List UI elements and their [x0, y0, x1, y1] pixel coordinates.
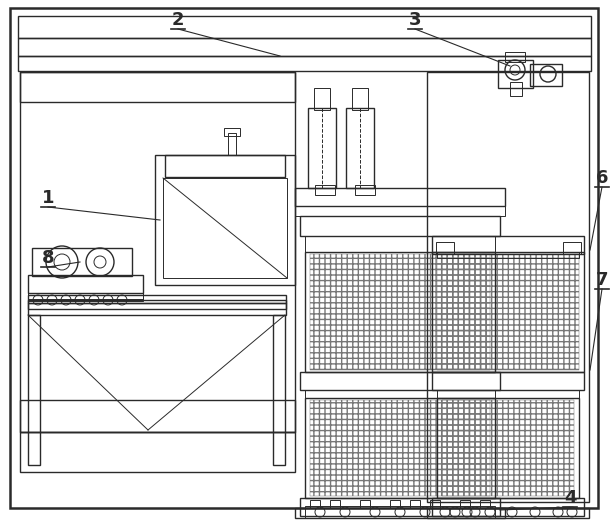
Bar [427, 508, 589, 518]
Bar [28, 275, 143, 293]
Bar [505, 52, 525, 62]
Bar [295, 206, 505, 216]
Bar [224, 128, 240, 136]
Bar [28, 300, 286, 315]
Bar [18, 56, 591, 71]
Text: 1: 1 [42, 189, 54, 207]
Bar [390, 500, 400, 508]
Bar [432, 372, 584, 390]
Bar [330, 500, 340, 508]
Bar [498, 60, 533, 88]
Text: 7: 7 [596, 271, 608, 289]
Bar [300, 372, 500, 390]
Bar [28, 295, 286, 303]
Bar [300, 216, 500, 236]
Bar [510, 82, 522, 96]
Bar [314, 88, 330, 110]
Bar [437, 252, 579, 258]
Bar [305, 236, 495, 252]
Bar [163, 178, 287, 278]
Bar [20, 72, 295, 432]
Bar [273, 315, 285, 465]
Text: 3: 3 [409, 11, 421, 29]
Bar [352, 88, 368, 110]
Bar [432, 498, 584, 516]
Bar [355, 185, 375, 195]
Bar [480, 500, 490, 508]
Bar [430, 500, 440, 508]
Bar [442, 400, 574, 496]
Bar [155, 155, 295, 285]
Bar [460, 500, 470, 508]
Bar [28, 315, 40, 465]
Bar [436, 242, 454, 254]
Bar [32, 248, 132, 276]
Bar [310, 400, 490, 496]
Bar [18, 16, 591, 38]
Text: 6: 6 [596, 169, 608, 187]
Bar [305, 398, 495, 498]
Text: 4: 4 [564, 489, 576, 507]
Bar [530, 64, 562, 86]
Bar [432, 236, 584, 254]
Bar [310, 254, 490, 370]
Bar [295, 188, 505, 206]
Bar [360, 500, 370, 508]
Bar [305, 506, 495, 518]
Text: 8: 8 [42, 249, 54, 267]
Bar [165, 155, 285, 177]
Bar [305, 390, 495, 398]
Text: 2: 2 [172, 11, 185, 29]
Bar [563, 242, 581, 254]
Bar [28, 293, 143, 301]
Bar [310, 500, 320, 508]
Bar [20, 72, 295, 102]
Bar [28, 293, 143, 299]
Bar [295, 508, 505, 518]
Bar [427, 72, 589, 502]
Bar [18, 38, 591, 56]
Bar [228, 133, 236, 155]
Bar [315, 185, 335, 195]
Bar [20, 400, 295, 432]
Bar [410, 500, 420, 508]
Bar [437, 398, 579, 498]
Bar [308, 108, 336, 188]
Bar [346, 108, 374, 188]
Bar [437, 390, 579, 398]
Bar [432, 252, 584, 372]
Bar [437, 254, 579, 370]
Bar [305, 252, 495, 372]
Bar [300, 498, 500, 516]
Bar [28, 303, 286, 309]
Bar [20, 432, 295, 472]
